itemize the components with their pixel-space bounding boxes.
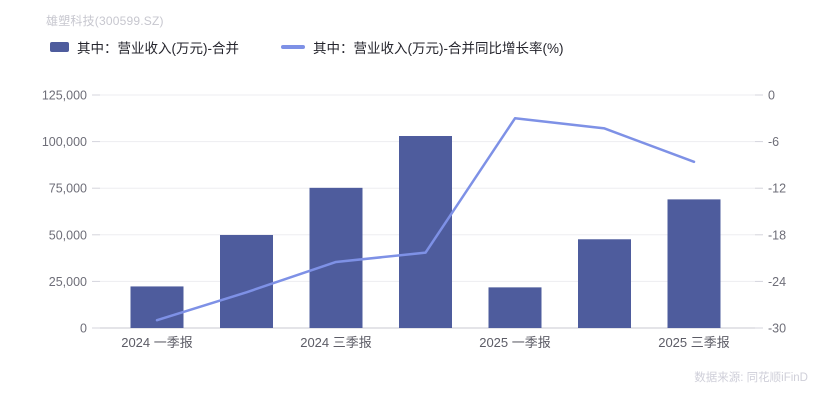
legend-label-growth-rate: 其中：营业收入(万元)-合并同比增长率(%)	[313, 41, 564, 56]
right-axis-label: -30	[768, 322, 786, 336]
left-axis-label: 50,000	[49, 228, 87, 242]
legend-item-growth-rate[interactable]: 其中：营业收入(万元)-合并同比增长率(%)	[281, 37, 563, 57]
bar-column[interactable]	[130, 286, 184, 328]
right-axis-label: -24	[768, 275, 786, 289]
x-axis-label: 2025 一季报	[479, 335, 551, 350]
bar-series-swatch-icon	[50, 42, 69, 52]
right-axis-label: -18	[768, 228, 786, 242]
growth-rate-line	[155, 117, 696, 322]
bar-column[interactable]	[220, 234, 273, 328]
x-axis-label: 2024 三季报	[300, 335, 372, 350]
left-axis-label: 125,000	[42, 89, 87, 103]
bar-column[interactable]	[309, 187, 363, 328]
left-axis-label: 75,000	[49, 182, 87, 196]
bar-column[interactable]	[488, 287, 542, 328]
legend-label-revenue: 其中：营业收入(万元)-合并	[77, 41, 239, 56]
bar-column[interactable]	[578, 239, 631, 328]
bar-column[interactable]	[399, 136, 452, 328]
right-axis-label: -6	[768, 135, 779, 149]
right-axis-label: 0	[768, 89, 775, 103]
chart-canvas[interactable]: 125,000 0 100,000 -6 75,000 -12 50,000 -18 25,00…	[0, 55, 824, 395]
line-series-swatch-icon	[281, 45, 305, 49]
left-axis-label: 0	[80, 322, 87, 336]
chart-legend: 其中：营业收入(万元)-合并 其中：营业收入(万元)-合并同比增长率(%)	[50, 37, 563, 57]
right-axis-label: -12	[768, 182, 786, 196]
data-source-note: 数据来源: 同花顺iFinD	[694, 372, 808, 384]
legend-item-revenue[interactable]: 其中：营业收入(万元)-合并	[50, 37, 239, 57]
x-axis-label: 2024 一季报	[121, 335, 193, 350]
chart-title: 雄塑科技(300599.SZ)	[46, 14, 164, 28]
x-axis-label: 2025 三季报	[658, 335, 730, 350]
left-axis-label: 100,000	[42, 135, 87, 149]
left-axis-label: 25,000	[49, 275, 87, 289]
bar-column[interactable]	[667, 199, 721, 328]
